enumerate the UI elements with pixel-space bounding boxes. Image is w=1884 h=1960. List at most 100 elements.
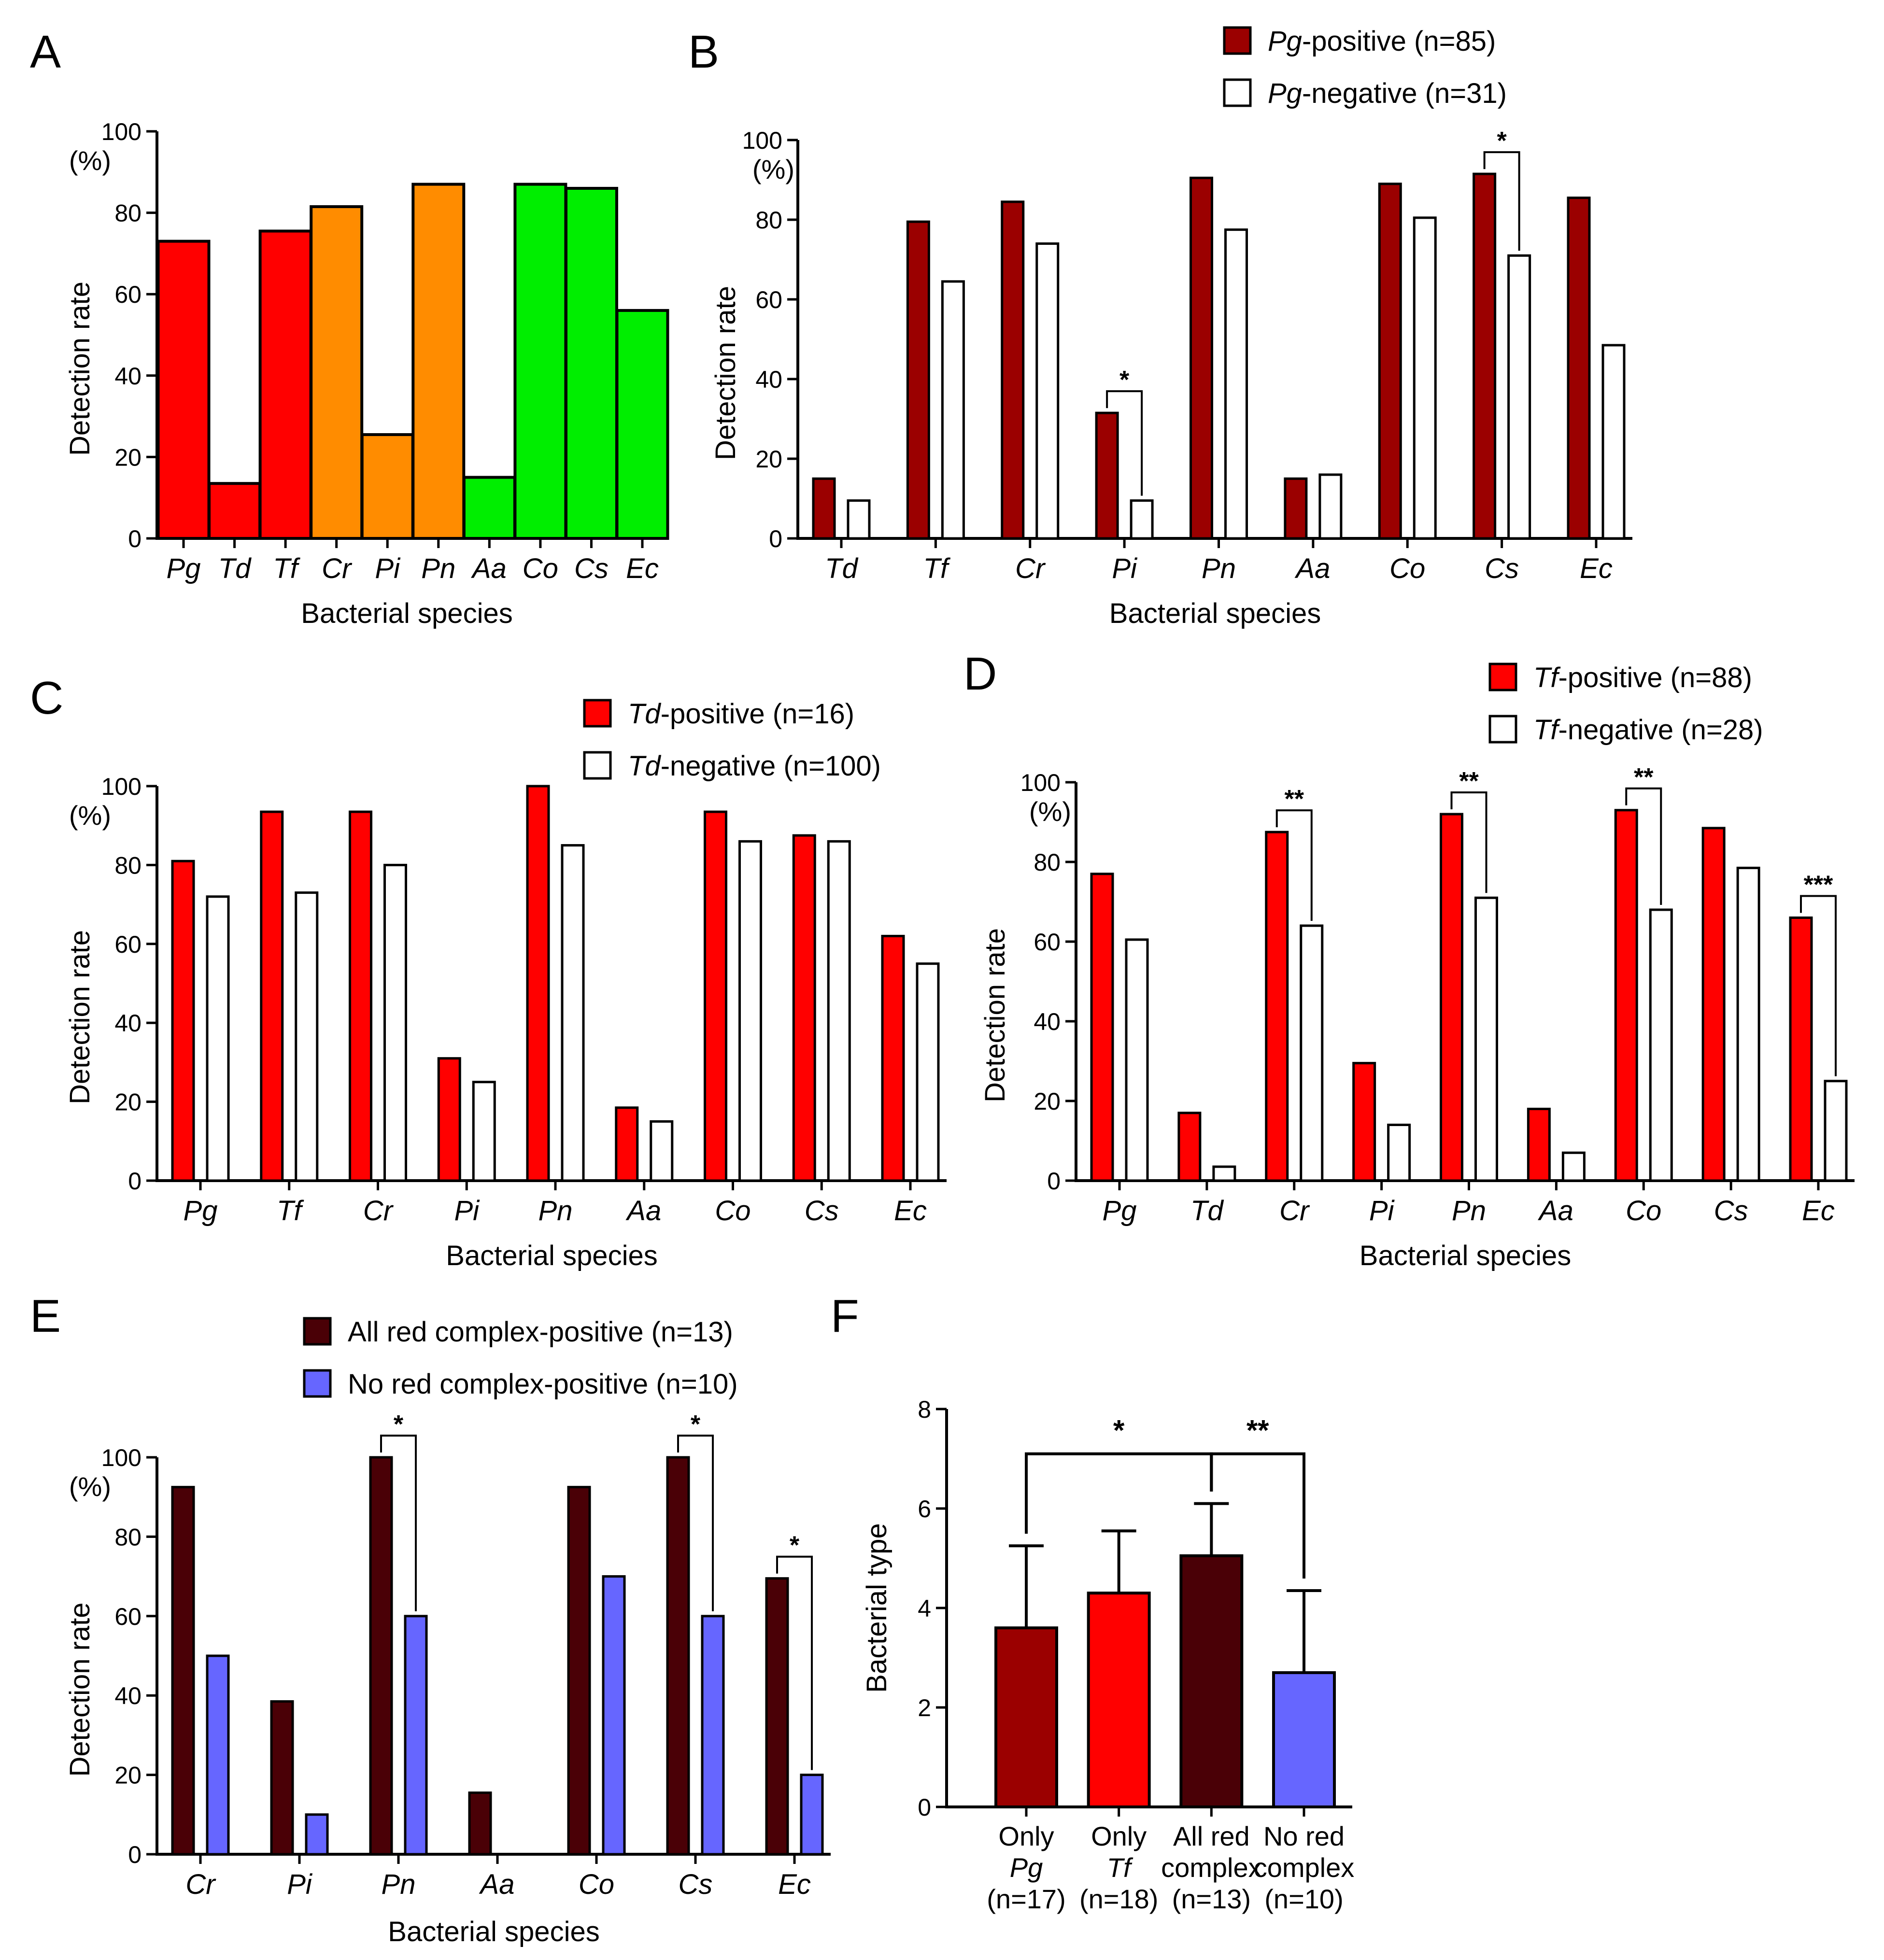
bar-pi-negative xyxy=(305,1813,329,1856)
x-tick-label: Co xyxy=(1626,1195,1661,1227)
legend-label: Tf-negative (n=28) xyxy=(1533,714,1763,746)
bar-ec-negative xyxy=(800,1774,824,1856)
x-tick-label: Aa xyxy=(471,553,507,584)
legend-text: -negative (n=31) xyxy=(1302,78,1507,109)
x-tick-label: Cs xyxy=(805,1195,839,1227)
y-tick-label: 40 xyxy=(1034,1008,1061,1035)
bar-aa-positive xyxy=(1527,1108,1551,1182)
legend-entry-1: Tf-positive (n=88) xyxy=(1488,662,1752,693)
y-tick-label: 0 xyxy=(769,525,782,552)
bar-cr-negative xyxy=(1035,242,1060,540)
x-tick-label: Tf xyxy=(923,553,951,584)
legend-swatch xyxy=(1223,78,1252,107)
x-tick-label: Cr xyxy=(1279,1195,1310,1227)
x-tick-label: Pn xyxy=(382,1869,416,1900)
x-tick-label: Ec xyxy=(626,553,659,584)
bar-td-negative xyxy=(847,499,871,540)
y-tick-label: 0 xyxy=(128,1841,142,1868)
y-tick-label: 20 xyxy=(114,1762,142,1789)
legend-species: Td xyxy=(628,698,661,730)
bar-co-positive xyxy=(1614,809,1638,1182)
bar-aa-positive xyxy=(1284,477,1308,540)
x-tick-label: Td xyxy=(218,553,252,584)
significance-bracket xyxy=(1450,791,1487,893)
x-tick-label-line1: All red xyxy=(1173,1821,1250,1851)
y-tick-label: 0 xyxy=(1047,1168,1061,1195)
bar-ec-positive xyxy=(881,934,905,1182)
bar-cr-positive xyxy=(1265,831,1289,1182)
significance-label: * xyxy=(394,1410,404,1438)
bar-tf-positive xyxy=(906,220,930,540)
legend-text: No red complex-positive (n=10) xyxy=(348,1368,738,1400)
x-tick-label: Pg xyxy=(167,553,201,584)
significance-label: * xyxy=(1113,1414,1125,1447)
legend-entry-1: All red complex-positive (n=13) xyxy=(303,1316,733,1348)
legend-text: All red complex-positive (n=13) xyxy=(348,1316,733,1348)
x-tick-label: Pg xyxy=(1103,1195,1137,1227)
bar-cs-positive xyxy=(1701,827,1726,1182)
x-tick-label-line3: (n=17) xyxy=(987,1884,1065,1914)
bar-aa-negative xyxy=(650,1120,674,1182)
x-tick-label: Aa xyxy=(1538,1195,1573,1227)
panel-b: B 0 20 40 60 80 100 Detection rate (%) Pg-positiv… xyxy=(688,26,1632,629)
bar-cs-negative xyxy=(1736,866,1760,1182)
y-axis-unit: (%) xyxy=(1029,796,1071,827)
legend-swatch xyxy=(583,699,612,728)
bar-td xyxy=(208,482,262,540)
panel-a: A 0 20 40 60 80 100 Detection rate (%) Pg Td Tf Cr Pi… xyxy=(30,26,669,629)
bar-aa-positive xyxy=(615,1106,639,1182)
bar-all-red-complex xyxy=(1179,1554,1244,1809)
bar-tf xyxy=(258,229,312,540)
legend-entry-1: Td-positive (n=16) xyxy=(583,698,854,730)
significance-label: * xyxy=(1497,127,1507,155)
bar-pi-positive xyxy=(437,1057,461,1182)
x-tick-label: Pn xyxy=(1202,553,1236,584)
y-axis-title: Detection rate xyxy=(64,1602,96,1777)
legend-swatch xyxy=(1223,26,1252,55)
bar-pg-positive xyxy=(171,860,195,1182)
legend-species: Pg xyxy=(1268,78,1302,109)
x-axis-title: Bacterial species xyxy=(446,1240,657,1271)
x-tick-label: Td xyxy=(1190,1195,1224,1227)
bar-co-positive xyxy=(704,810,727,1182)
x-tick-label: Cr xyxy=(1015,553,1046,584)
bar-co-negative xyxy=(1413,216,1437,540)
bar-cs-positive xyxy=(1473,172,1497,540)
y-tick-label: 80 xyxy=(114,1523,142,1551)
bar-only-pg xyxy=(994,1626,1058,1808)
panel-e: E 0 20 40 60 80 100 Detection rate (%) All red co… xyxy=(30,1290,831,1947)
x-tick-label: Cr xyxy=(185,1869,216,1900)
significance-label: ** xyxy=(1247,1414,1269,1447)
significance-label: *** xyxy=(1804,871,1833,899)
bar-cs xyxy=(564,187,618,540)
bar-ec-positive xyxy=(1789,917,1813,1182)
bar-pi-negative xyxy=(1130,499,1154,540)
x-tick-label: Pg xyxy=(184,1195,218,1227)
bar-cs-positive xyxy=(792,834,816,1182)
y-axis-unit: (%) xyxy=(752,154,794,184)
bar-pn-negative xyxy=(1224,228,1248,540)
panel-label: A xyxy=(30,26,61,78)
y-tick-label: 40 xyxy=(755,366,782,393)
significance-bracket xyxy=(776,1555,813,1770)
x-tick-label-line3: (n=13) xyxy=(1172,1884,1251,1914)
significance-label: ** xyxy=(1634,763,1654,791)
x-tick-label: Co xyxy=(523,553,558,584)
legend-entry-2: Td-negative (n=100) xyxy=(583,750,881,782)
x-tick-label: Aa xyxy=(1294,553,1330,584)
x-tick-label-line2: Tf xyxy=(1107,1852,1133,1883)
bar-pn-negative xyxy=(404,1615,428,1856)
legend-swatch xyxy=(583,751,612,780)
y-tick-label: 100 xyxy=(101,118,142,145)
bar-co xyxy=(513,183,567,540)
significance-label: * xyxy=(1119,366,1130,394)
x-tick-label: Ec xyxy=(778,1869,811,1900)
significance-bracket xyxy=(1210,1452,1305,1579)
bar-pi-positive xyxy=(270,1700,294,1856)
bar-td-positive xyxy=(1177,1112,1202,1182)
bar-no-red-complex xyxy=(1272,1671,1336,1808)
x-tick-label: Tf xyxy=(273,553,300,584)
significance-bracket xyxy=(1625,787,1662,905)
y-axis-title: Detection rate xyxy=(64,282,96,456)
